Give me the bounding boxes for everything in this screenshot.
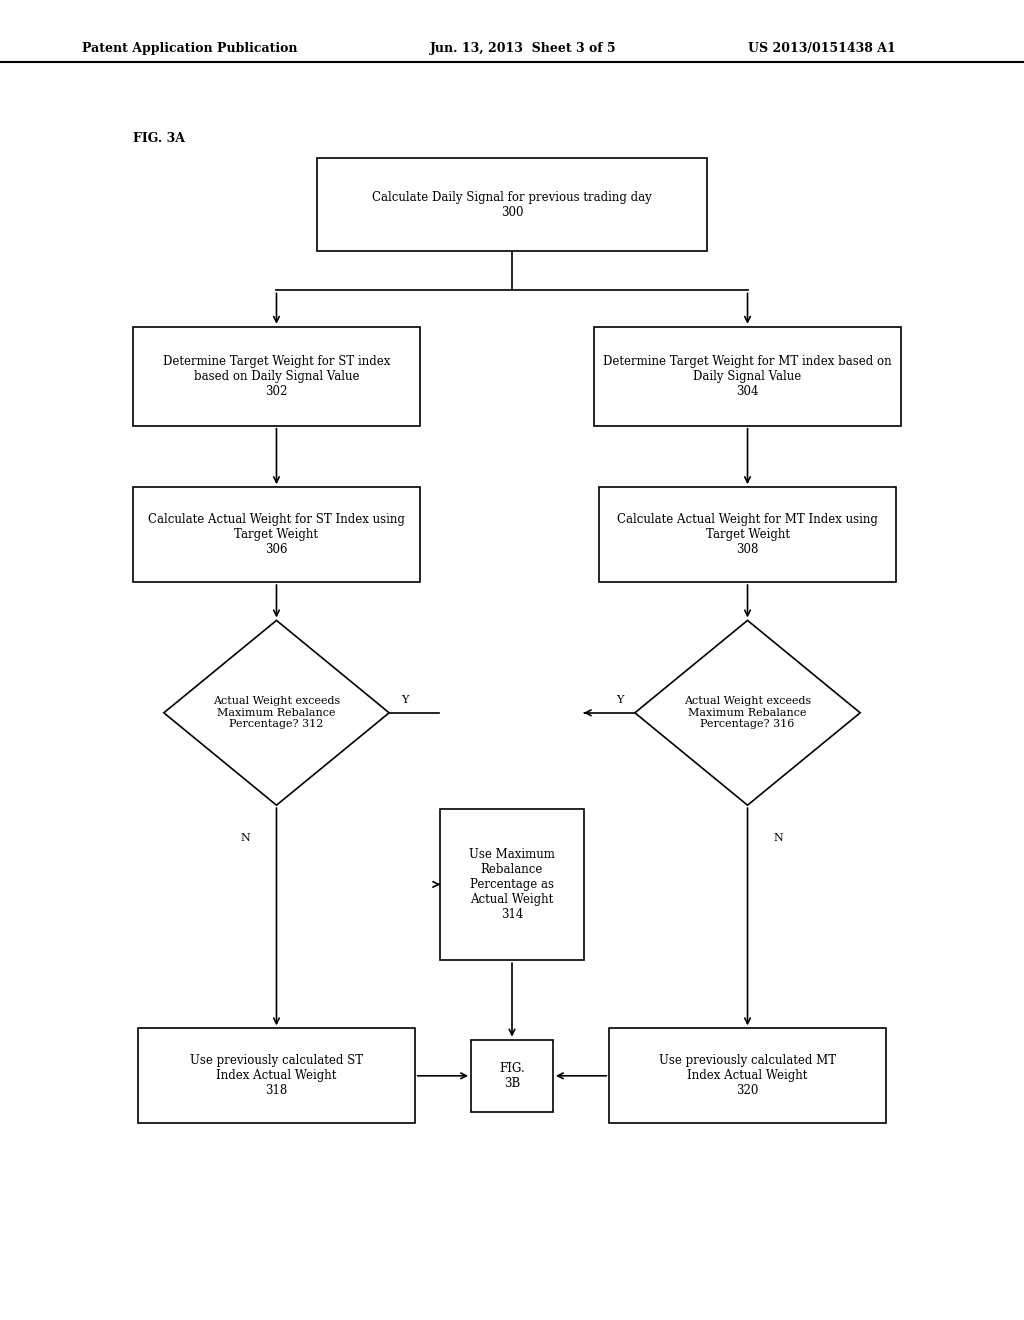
Polygon shape <box>164 620 389 805</box>
Text: Calculate Actual Weight for ST Index using
Target Weight
306: Calculate Actual Weight for ST Index usi… <box>148 513 404 556</box>
Text: Use previously calculated MT
Index Actual Weight
320: Use previously calculated MT Index Actua… <box>659 1055 836 1097</box>
Text: Actual Weight exceeds
Maximum Rebalance
Percentage? 316: Actual Weight exceeds Maximum Rebalance … <box>684 696 811 730</box>
FancyBboxPatch shape <box>133 327 420 425</box>
FancyBboxPatch shape <box>594 327 901 425</box>
Text: Patent Application Publication: Patent Application Publication <box>82 42 297 55</box>
Text: FIG.
3B: FIG. 3B <box>499 1061 525 1090</box>
Text: US 2013/0151438 A1: US 2013/0151438 A1 <box>748 42 895 55</box>
Text: Use Maximum
Rebalance
Percentage as
Actual Weight
314: Use Maximum Rebalance Percentage as Actu… <box>469 847 555 921</box>
Text: N: N <box>241 833 251 843</box>
Text: N: N <box>773 833 783 843</box>
Text: Calculate Actual Weight for MT Index using
Target Weight
308: Calculate Actual Weight for MT Index usi… <box>617 513 878 556</box>
FancyBboxPatch shape <box>440 808 584 961</box>
Text: Determine Target Weight for MT index based on
Daily Signal Value
304: Determine Target Weight for MT index bas… <box>603 355 892 397</box>
Text: FIG. 3A: FIG. 3A <box>133 132 185 145</box>
FancyBboxPatch shape <box>133 487 420 582</box>
Text: Y: Y <box>615 694 624 705</box>
Polygon shape <box>635 620 860 805</box>
FancyBboxPatch shape <box>471 1040 553 1111</box>
Text: Y: Y <box>400 694 409 705</box>
Text: Calculate Daily Signal for previous trading day
300: Calculate Daily Signal for previous trad… <box>372 190 652 219</box>
FancyBboxPatch shape <box>609 1028 886 1123</box>
Text: Determine Target Weight for ST index
based on Daily Signal Value
302: Determine Target Weight for ST index bas… <box>163 355 390 397</box>
Text: Actual Weight exceeds
Maximum Rebalance
Percentage? 312: Actual Weight exceeds Maximum Rebalance … <box>213 696 340 730</box>
FancyBboxPatch shape <box>599 487 896 582</box>
FancyBboxPatch shape <box>317 158 707 251</box>
FancyBboxPatch shape <box>138 1028 415 1123</box>
Text: Jun. 13, 2013  Sheet 3 of 5: Jun. 13, 2013 Sheet 3 of 5 <box>430 42 616 55</box>
Text: Use previously calculated ST
Index Actual Weight
318: Use previously calculated ST Index Actua… <box>189 1055 364 1097</box>
